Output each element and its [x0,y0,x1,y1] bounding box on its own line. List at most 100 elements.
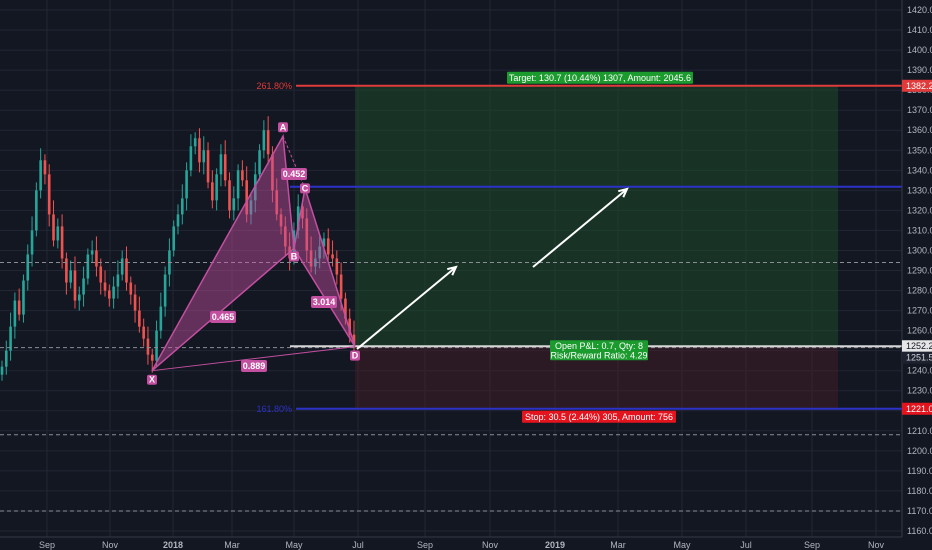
candle-body [86,254,90,279]
candle-body [69,270,72,283]
candle-body [95,250,98,267]
candle-body [215,174,218,201]
ratio-badge [311,296,337,308]
pnl-label-text: Risk/Reward Ratio: 4.29 [550,351,647,361]
price-tick: 1350.0 [907,145,932,155]
candle-body [120,258,124,275]
time-tick: Mar [610,540,626,550]
candle-body [47,174,51,215]
price-tick: 1210.0 [907,426,932,436]
price-tick: 1240.0 [907,366,932,376]
price-tick: 1190.0 [907,466,932,476]
candle-body [73,270,77,301]
candle-body [60,226,64,259]
candle-body [236,170,240,199]
candle-body [344,298,347,319]
time-tick: Jul [740,540,752,550]
pnl-label-text: Open P&L: 0.7, Qty: 8 [555,341,643,351]
candle-body [185,170,188,199]
candle-body [241,170,244,181]
candle-body [146,338,150,355]
pattern-point-label: B [291,251,298,261]
candle-body [155,330,158,361]
candle-body [318,246,321,259]
level-label: 261.80% [256,81,292,91]
price-tick: 1300.0 [907,245,932,255]
candle-body [112,286,115,299]
price-tick: 1310.0 [907,225,932,235]
arrow-1-head [447,265,458,276]
pattern-line-xd [151,346,356,372]
candle-body [52,214,55,241]
pattern-point-label: X [149,375,155,385]
candle-body [39,160,42,191]
candle-body [22,280,25,315]
level-label: 161.80% [256,404,292,414]
time-tick: Sep [417,540,433,550]
candle-body [331,254,334,259]
candle-body [163,274,167,307]
pattern-point-a [278,122,288,133]
candle-body [17,300,21,315]
target-zone [355,85,838,347]
candle-body [352,334,356,345]
ratio-badge [241,360,267,372]
candle-body [245,180,248,215]
candle-body [125,258,128,283]
pnl-label [550,340,648,361]
candle-body [249,200,253,215]
pattern-point-b [289,251,299,262]
candle-body [138,310,141,327]
pattern-point-label: D [352,351,359,361]
candle-body [30,230,34,255]
candle-body [296,206,300,231]
time-tick: May [285,540,303,550]
badge-current-text: 1251.5 [906,353,932,363]
candle-body [198,138,201,163]
time-axis[interactable]: Sep Nov 2018 Mar May Jul Sep Nov 2019 Mar May Jul Se… [0,536,902,550]
candle-body [232,198,236,211]
pattern-point-c [300,183,310,194]
pattern-point-d [350,350,360,361]
candle-body [322,238,326,247]
price-tick: 1360.0 [907,125,932,135]
candle-body [305,218,309,251]
candle-body [133,294,137,311]
candle-body [301,206,304,219]
candle-body [116,274,120,287]
candle-body [284,226,287,247]
arrow-2 [532,188,628,268]
time-axis-bg [0,537,902,550]
candle-body [211,182,214,201]
time-tick: Nov [102,540,119,550]
candle-body [228,180,231,211]
price-tick: 1160.0 [907,526,932,536]
candle-body [275,190,279,215]
candle-body [0,366,4,375]
candle-body [99,266,103,283]
price-tick: 1260.0 [907,326,932,336]
candle-body [176,214,180,227]
ratio-badge [281,168,307,180]
price-tick: 1320.0 [907,205,932,215]
candle-body [13,300,17,327]
price-axis[interactable]: 1160.01170.01180.01190.01200.01210.01220… [901,0,932,550]
price-tick: 1280.0 [907,286,932,296]
candle-body [142,326,145,339]
candle-body [266,130,270,155]
time-tick: 2018 [163,540,183,550]
price-tick: 1230.0 [907,386,932,396]
candle-body [103,282,107,291]
candle-body [271,154,274,191]
pattern-point-x [147,374,157,385]
time-tick: May [673,540,691,550]
position-labels: Target: 130.7 (10.44%) 1307, Amount: 204… [507,71,693,423]
candle-body [262,130,266,151]
candle-body [56,226,60,241]
pattern-point-label: A [280,122,287,132]
candle-body [90,250,94,255]
price-tick: 1180.0 [907,486,932,496]
price-tick: 1410.0 [907,25,932,35]
candle-body [309,250,313,267]
